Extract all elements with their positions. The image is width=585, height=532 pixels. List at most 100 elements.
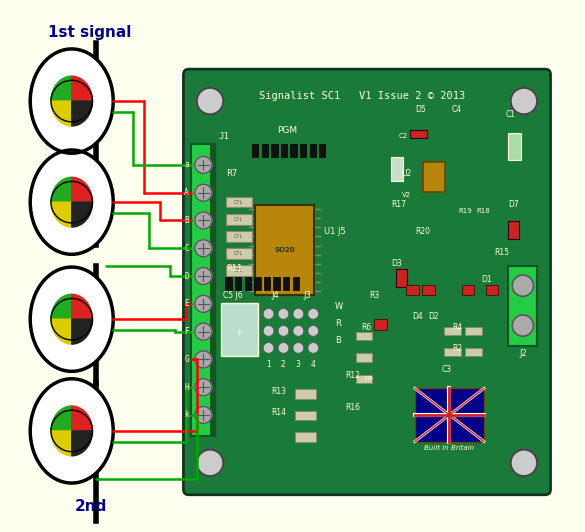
Text: 1st signal: 1st signal: [48, 25, 131, 40]
Text: D1: D1: [481, 275, 492, 284]
Bar: [410, 130, 426, 138]
Bar: [225, 277, 232, 290]
Text: B: B: [335, 336, 341, 345]
Text: R15: R15: [495, 248, 510, 257]
Text: 4: 4: [311, 360, 315, 369]
Text: D7: D7: [508, 201, 519, 210]
Bar: [226, 214, 252, 225]
Polygon shape: [72, 406, 92, 431]
Text: C7L: C7L: [234, 251, 243, 256]
Bar: [295, 432, 316, 442]
Bar: [391, 157, 402, 181]
Text: U1 J5: U1 J5: [325, 227, 346, 236]
Bar: [255, 205, 314, 295]
Text: C2: C2: [399, 134, 408, 139]
Text: R2: R2: [452, 344, 462, 353]
Polygon shape: [72, 76, 92, 101]
Bar: [271, 144, 278, 157]
Circle shape: [195, 240, 212, 257]
Text: C: C: [184, 244, 189, 253]
Circle shape: [293, 326, 304, 336]
Bar: [406, 285, 419, 295]
Circle shape: [197, 88, 223, 114]
Circle shape: [195, 295, 212, 312]
Text: R4: R4: [452, 323, 462, 332]
Bar: [462, 285, 474, 295]
Circle shape: [308, 326, 319, 336]
Text: E: E: [184, 300, 189, 309]
Bar: [356, 332, 372, 340]
Bar: [273, 277, 280, 290]
Text: R20: R20: [415, 227, 430, 236]
Circle shape: [195, 323, 212, 340]
Polygon shape: [51, 202, 72, 227]
Bar: [396, 269, 407, 287]
Circle shape: [195, 268, 212, 285]
Bar: [226, 265, 252, 276]
Text: J2: J2: [519, 350, 526, 359]
Circle shape: [308, 343, 319, 353]
Text: R13: R13: [271, 387, 286, 396]
Text: D6: D6: [364, 376, 373, 381]
Circle shape: [278, 343, 289, 353]
Circle shape: [278, 326, 289, 336]
Circle shape: [197, 450, 223, 476]
Bar: [444, 348, 461, 356]
Text: D2: D2: [428, 312, 439, 321]
Text: C7L: C7L: [234, 217, 243, 222]
Text: R: R: [335, 319, 341, 328]
Circle shape: [195, 351, 212, 368]
Text: R7: R7: [226, 169, 238, 178]
Circle shape: [195, 406, 212, 423]
Bar: [466, 327, 483, 335]
Circle shape: [195, 184, 212, 201]
Bar: [235, 277, 242, 290]
Text: R17: R17: [391, 201, 406, 210]
Text: R12: R12: [346, 371, 360, 380]
Text: C4: C4: [452, 105, 462, 114]
Polygon shape: [51, 177, 72, 202]
Bar: [319, 144, 325, 157]
Bar: [221, 303, 258, 356]
Bar: [283, 277, 290, 290]
FancyBboxPatch shape: [184, 69, 550, 495]
Bar: [422, 285, 435, 295]
Bar: [210, 144, 215, 436]
Text: A: A: [184, 188, 189, 197]
Polygon shape: [51, 294, 72, 319]
Text: D5: D5: [415, 105, 426, 114]
Ellipse shape: [30, 267, 113, 371]
Text: R3: R3: [370, 291, 380, 300]
Text: 1: 1: [266, 360, 271, 369]
Polygon shape: [72, 101, 92, 126]
Bar: [264, 277, 270, 290]
Text: PGM: PGM: [277, 126, 297, 135]
Bar: [261, 144, 268, 157]
Text: C1: C1: [505, 110, 515, 119]
Bar: [226, 248, 252, 259]
Text: J1: J1: [218, 132, 229, 141]
Text: C7L: C7L: [234, 268, 243, 273]
Text: 3: 3: [295, 360, 301, 369]
Bar: [290, 144, 297, 157]
Circle shape: [512, 275, 534, 296]
Text: V2: V2: [401, 192, 411, 198]
Text: 2nd: 2nd: [74, 498, 106, 514]
Bar: [281, 144, 287, 157]
Circle shape: [511, 450, 537, 476]
Polygon shape: [51, 76, 72, 101]
Bar: [356, 375, 372, 383]
Circle shape: [293, 343, 304, 353]
Polygon shape: [72, 177, 92, 202]
Circle shape: [195, 379, 212, 396]
Text: G: G: [184, 355, 189, 364]
Text: R11: R11: [226, 264, 242, 273]
Text: U2: U2: [401, 169, 412, 178]
Bar: [295, 389, 316, 399]
Circle shape: [263, 309, 274, 319]
Bar: [415, 388, 484, 442]
Bar: [508, 133, 521, 160]
Bar: [226, 231, 252, 242]
Text: R18: R18: [476, 208, 490, 214]
Text: D: D: [184, 271, 189, 280]
